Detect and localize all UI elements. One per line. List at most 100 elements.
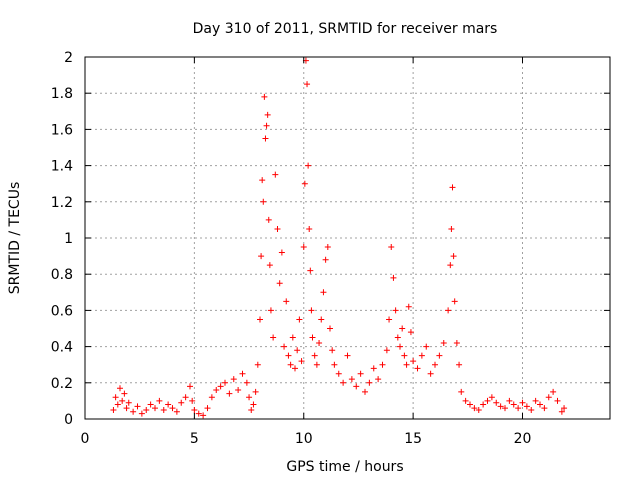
- data-point: [278, 249, 285, 256]
- data-point: [195, 410, 202, 417]
- data-point: [160, 406, 167, 413]
- data-point: [305, 162, 312, 169]
- data-point: [213, 387, 220, 394]
- x-tick-label: 20: [514, 431, 532, 447]
- data-point: [262, 135, 269, 142]
- data-point: [123, 405, 130, 412]
- data-point: [467, 401, 473, 408]
- data-point: [329, 347, 336, 354]
- data-point: [125, 399, 132, 406]
- data-point: [545, 394, 552, 401]
- x-tick-label: 5: [190, 431, 199, 447]
- data-point: [375, 376, 382, 383]
- data-point: [523, 403, 530, 410]
- y-tick-label: 2: [64, 50, 73, 66]
- data-point: [300, 244, 307, 251]
- data-point: [484, 397, 491, 404]
- data-point: [432, 361, 438, 368]
- data-point: [265, 216, 272, 223]
- data-point: [307, 267, 314, 274]
- data-point: [117, 385, 123, 392]
- data-point: [532, 397, 539, 404]
- data-point: [200, 412, 207, 419]
- data-point: [308, 307, 315, 314]
- data-point: [187, 383, 193, 390]
- data-point: [250, 401, 257, 408]
- data-point: [270, 334, 277, 341]
- data-point: [143, 406, 150, 413]
- data-point: [453, 339, 460, 346]
- data-point: [436, 352, 443, 359]
- y-tick-label: 1.6: [51, 122, 73, 138]
- data-point: [488, 394, 495, 401]
- y-tick-labels: 0 0.2 0.4 0.6 0.8 1 1.2 1.4 1.6 1.8 2: [51, 50, 73, 428]
- data-point: [550, 388, 557, 395]
- y-axis-label: SRMTID / TECUs: [7, 182, 23, 295]
- data-point: [510, 401, 517, 408]
- data-point: [147, 401, 154, 408]
- data-point: [264, 111, 271, 118]
- data-point: [449, 184, 456, 191]
- data-point: [257, 316, 263, 323]
- x-tick-label: 10: [295, 431, 313, 447]
- data-point: [246, 394, 253, 401]
- data-point: [370, 365, 377, 372]
- grid-lines: [85, 57, 610, 419]
- data-point: [311, 352, 318, 359]
- data-point: [165, 401, 172, 408]
- data-point: [480, 401, 487, 408]
- data-point: [497, 403, 504, 410]
- data-point: [274, 225, 281, 232]
- x-tick-label: 15: [404, 431, 422, 447]
- data-point: [235, 387, 242, 394]
- data-point: [178, 399, 185, 406]
- data-point: [294, 347, 301, 354]
- data-point: [448, 225, 455, 232]
- y-tick-label: 0: [64, 412, 73, 428]
- data-point: [410, 358, 417, 365]
- data-point: [366, 379, 373, 386]
- data-point: [298, 358, 305, 365]
- data-point: [471, 405, 478, 412]
- data-point: [383, 347, 390, 354]
- data-point: [258, 253, 265, 260]
- data-point: [440, 339, 447, 346]
- data-point: [259, 177, 266, 184]
- data-point: [130, 408, 137, 415]
- data-point: [386, 316, 393, 323]
- data-point: [327, 325, 333, 332]
- data-point: [110, 406, 117, 413]
- data-point: [239, 370, 246, 377]
- data-point: [353, 383, 360, 390]
- data-point: [230, 376, 237, 383]
- data-point: [296, 316, 303, 323]
- data-point: [217, 383, 224, 390]
- data-point: [331, 361, 338, 368]
- data-point: [392, 307, 399, 314]
- data-point: [456, 361, 463, 368]
- data-point: [285, 352, 292, 359]
- data-point: [189, 397, 196, 404]
- chart-title: Day 310 of 2011, SRMTID for receiver mar…: [193, 21, 498, 37]
- y-tick-label: 0.2: [51, 376, 73, 392]
- data-point: [173, 408, 180, 415]
- data-point: [114, 401, 121, 408]
- data-point: [112, 394, 119, 401]
- data-point: [561, 405, 568, 412]
- data-points: [110, 57, 568, 419]
- data-point: [445, 307, 452, 314]
- data-point: [554, 397, 561, 404]
- data-point: [243, 379, 250, 386]
- data-point: [502, 405, 508, 412]
- data-point: [506, 397, 513, 404]
- data-point: [222, 379, 228, 386]
- y-tick-label: 0.4: [51, 340, 73, 356]
- data-point: [423, 343, 430, 350]
- data-point: [263, 122, 270, 129]
- data-point: [320, 289, 327, 296]
- data-point: [254, 361, 261, 368]
- data-point: [182, 394, 189, 401]
- data-point: [450, 253, 457, 260]
- data-point: [226, 390, 233, 397]
